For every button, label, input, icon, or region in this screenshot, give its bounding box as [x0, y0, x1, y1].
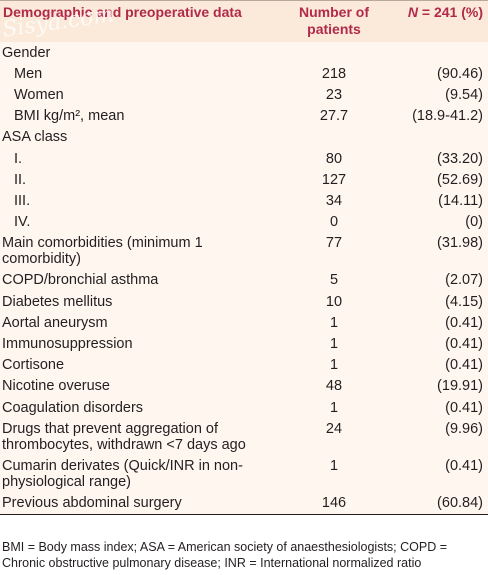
demographics-table: Demographic and preoperative data Number…: [0, 0, 488, 515]
row-percent: (18.9-41.2): [412, 108, 483, 125]
header-n-symbol: N: [407, 4, 419, 20]
row-count: [282, 127, 386, 148]
row-label: COPD/bronchial asthma: [2, 272, 159, 289]
row-percent: (0.41): [445, 399, 483, 416]
row-label: Cortisone: [2, 357, 65, 374]
row-count: 146: [321, 495, 347, 512]
row-percent: (33.20): [437, 150, 483, 167]
row-label: ASA class: [2, 129, 68, 146]
row-percent: (0.41): [445, 357, 483, 374]
header-number-of-patients: Number of patients: [299, 4, 369, 37]
row-percent: (19.91): [437, 378, 483, 395]
row-label: Main comorbidities (minimum 1 comorbidit…: [2, 235, 203, 268]
header-n-percent: N = 241 (%): [386, 1, 488, 43]
table-row: Aortal aneurysm 1 (0.41): [0, 312, 488, 334]
row-percent: (2.07): [445, 272, 483, 289]
row-percent: (31.98): [437, 235, 483, 252]
row-count: 27.7: [319, 108, 349, 125]
table-row: Immunosuppression 1 (0.41): [0, 333, 488, 355]
table-row: Gender: [0, 42, 488, 64]
row-percent: (0.41): [445, 336, 483, 353]
table-row: Nicotine overuse 48 (19.91): [0, 375, 488, 397]
table-row: COPD/bronchial asthma 5 (2.07): [0, 269, 488, 292]
row-label: BMI kg/m², mean: [14, 108, 125, 125]
table-row: Main comorbidities (minimum 1 comorbidit…: [0, 232, 488, 270]
row-count: 1: [329, 457, 339, 474]
row-label: Drugs that prevent aggregation of thromb…: [2, 420, 246, 453]
row-count: 5: [329, 272, 339, 289]
row-count: 1: [329, 399, 339, 416]
table-row: Men 218 (90.46): [0, 63, 488, 85]
table-row: Previous abdominal surgery 146 (60.84): [0, 492, 488, 515]
row-percent: (14.11): [438, 192, 483, 209]
row-percent: (9.54): [445, 86, 483, 103]
row-count: [282, 42, 386, 63]
table-row: Cumarin derivates (Quick/INR in non-phys…: [0, 455, 488, 493]
row-count: 48: [325, 378, 343, 395]
row-count: 77: [325, 235, 343, 252]
row-count: 1: [329, 314, 339, 331]
row-label: Previous abdominal surgery: [2, 495, 182, 512]
row-count: 23: [325, 86, 343, 103]
row-label: IV.: [14, 214, 31, 231]
table-row: II. 127 (52.69): [0, 169, 488, 191]
row-percent: (0.41): [445, 457, 483, 474]
table-row: IV. 0 (0): [0, 211, 488, 233]
row-label: II.: [14, 171, 27, 188]
row-percent: (52.69): [437, 171, 483, 188]
row-count: 0: [329, 214, 339, 231]
row-label: Women: [14, 86, 64, 103]
row-label: Aortal aneurysm: [2, 314, 108, 331]
row-count: 80: [325, 150, 343, 167]
row-count: 34: [325, 192, 343, 209]
row-percent: (9.96): [445, 420, 483, 437]
table-body: Gender Men 218 (90.46) Women 23 (9.54) BMI kg/m…: [0, 42, 488, 515]
table-row: III. 34 (14.11): [0, 190, 488, 212]
row-percent: (0): [465, 214, 483, 231]
row-label: Immunosuppression: [2, 336, 133, 353]
row-percent: (60.84): [437, 495, 483, 512]
row-label: III.: [14, 192, 31, 209]
header-n-value: = 241 (%): [418, 4, 483, 20]
row-percent: (90.46): [437, 65, 483, 82]
row-count: 218: [321, 65, 347, 82]
row-count: 1: [329, 357, 339, 374]
row-percent: (0.41): [445, 314, 483, 331]
table-footnote: BMI = Body mass index; ASA = American so…: [2, 540, 448, 570]
row-label: Nicotine overuse: [2, 378, 110, 395]
header-row: Demographic and preoperative data Number…: [0, 0, 488, 43]
table-row: BMI kg/m², mean 27.7 (18.9-41.2): [0, 105, 488, 127]
row-label: Diabetes mellitus: [2, 293, 113, 310]
table-row: Women 23 (9.54): [0, 84, 488, 106]
row-label: Men: [14, 65, 43, 82]
row-count: 24: [325, 420, 343, 437]
row-count: 1: [329, 336, 339, 353]
header-demographic: Demographic and preoperative data: [3, 4, 242, 20]
table-row: Diabetes mellitus 10 (4.15): [0, 291, 488, 313]
table-row: Drugs that prevent aggregation of thromb…: [0, 418, 488, 456]
table-row: I. 80 (33.20): [0, 147, 488, 170]
row-label: I.: [14, 150, 23, 167]
row-label: Gender: [2, 44, 51, 61]
row-count: 10: [325, 293, 343, 310]
row-percent: [386, 42, 488, 63]
table-row: Coagulation disorders 1 (0.41): [0, 397, 488, 419]
row-percent: (4.15): [445, 293, 483, 310]
table-row: Cortisone 1 (0.41): [0, 354, 488, 376]
row-label: Coagulation disorders: [2, 399, 144, 416]
table-row: ASA class: [0, 126, 488, 148]
row-label: Cumarin derivates (Quick/INR in non-phys…: [2, 457, 243, 490]
row-percent: [386, 127, 488, 148]
row-count: 127: [321, 171, 347, 188]
